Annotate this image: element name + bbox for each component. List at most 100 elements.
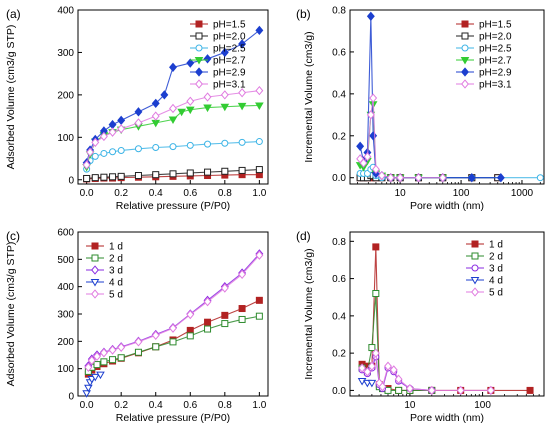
data-point	[108, 127, 117, 137]
data-point	[220, 103, 230, 112]
y-tick-label: 500	[57, 255, 74, 266]
data-point	[204, 168, 212, 176]
data-point	[96, 371, 105, 380]
y-axis-label: Incremental Volume (cm3/g)	[303, 31, 315, 162]
legend-label: 3 d	[489, 264, 503, 275]
data-point	[461, 44, 469, 52]
legend: 1 d2 d3 d4 d5 d	[86, 242, 123, 301]
data-point	[134, 145, 142, 153]
data-point	[93, 351, 101, 362]
data-point	[87, 355, 96, 366]
data-point	[108, 345, 117, 355]
data-point	[461, 79, 469, 89]
data-point	[255, 166, 263, 174]
data-point	[195, 32, 203, 40]
data-point	[91, 242, 99, 250]
data-point	[100, 173, 108, 181]
legend-label: 5 d	[489, 288, 503, 299]
legend-label: pH=2.7	[213, 56, 246, 67]
data-point	[238, 39, 247, 49]
data-point	[460, 56, 470, 65]
data-point	[117, 124, 126, 134]
y-tick-label: 0.8	[332, 237, 346, 248]
data-point	[93, 361, 101, 369]
data-point	[100, 358, 108, 366]
data-point	[195, 44, 203, 52]
data-point	[169, 170, 177, 178]
data-point	[363, 367, 372, 377]
chart-panel: 0.0 0.2 0.4 0.6 0.8 1.0 0 100 200 300 400 Relative …	[5, 6, 269, 212]
data-point	[169, 62, 177, 72]
x-axis-label: Pore width (nm)	[410, 412, 484, 424]
data-point	[203, 297, 212, 307]
data-point	[461, 32, 469, 40]
y-tick-label: 0.4	[332, 89, 346, 100]
panel-label: (c)	[6, 229, 20, 243]
legend-label: pH=2.9	[479, 68, 512, 79]
x-tick-label: 1000	[511, 188, 534, 199]
data-point	[367, 361, 376, 371]
data-point	[467, 173, 476, 183]
data-point	[151, 330, 160, 340]
data-point	[369, 131, 378, 141]
y-tick-label: 0.6	[332, 274, 346, 285]
data-point	[221, 311, 229, 319]
data-point	[169, 323, 177, 333]
data-point	[427, 385, 436, 396]
x-tick-label: 10	[404, 400, 416, 411]
y-tick-label: 200	[57, 337, 74, 348]
x-axis-label: Relative pressure (P/P0)	[116, 412, 230, 424]
data-point	[204, 318, 212, 326]
y-tick-label: 400	[57, 6, 74, 17]
data-point	[255, 312, 263, 320]
data-point	[99, 348, 108, 358]
x-tick-label: 10	[395, 188, 407, 199]
data-series	[84, 250, 264, 372]
data-point	[255, 102, 264, 110]
data-point	[91, 152, 99, 160]
data-point	[91, 289, 99, 299]
legend: pH=1.5pH=2.0pH=2.5pH=2.7pH=2.9pH=3.1	[190, 20, 246, 91]
data-point	[461, 67, 469, 77]
y-tick-label: 100	[57, 133, 74, 144]
data-point	[255, 250, 264, 260]
data-point	[91, 174, 99, 182]
legend-label: pH=2.5	[213, 44, 246, 55]
data-point	[471, 287, 479, 297]
y-tick-label: 0.0	[332, 173, 346, 184]
data-point	[186, 332, 194, 340]
legend-label: 1 d	[489, 240, 503, 251]
data-point	[134, 348, 142, 356]
data-point	[91, 254, 99, 262]
data-series	[356, 93, 447, 183]
plot-frame	[77, 231, 269, 397]
data-point	[238, 269, 247, 280]
data-point	[134, 118, 143, 128]
data-point	[358, 363, 367, 373]
y-tick-label: 0.4	[332, 311, 346, 322]
data-point	[389, 365, 398, 375]
data-point	[378, 382, 387, 392]
data-point	[109, 148, 117, 156]
legend-label: 5 d	[109, 290, 123, 301]
legend-label: pH=2.7	[479, 56, 512, 67]
x-tick-label: 0.2	[114, 400, 128, 411]
data-series	[84, 312, 263, 375]
data-point	[238, 305, 246, 313]
y-tick-label: 600	[57, 228, 74, 239]
data-point	[99, 131, 108, 142]
data-point	[86, 147, 95, 157]
data-point	[221, 167, 229, 175]
data-point	[117, 146, 125, 154]
data-point	[186, 58, 195, 68]
plot-frame	[349, 231, 545, 397]
data-point	[91, 137, 100, 148]
data-point	[195, 20, 203, 28]
data-point	[100, 149, 108, 157]
data-point	[356, 141, 365, 151]
data-series	[83, 166, 263, 182]
chart-panel: 10 100 1000 0.0 0.2 0.4 0.6 0.8 Pore width (nm) I…	[296, 6, 545, 212]
data-point	[177, 108, 186, 117]
data-series	[82, 25, 264, 168]
